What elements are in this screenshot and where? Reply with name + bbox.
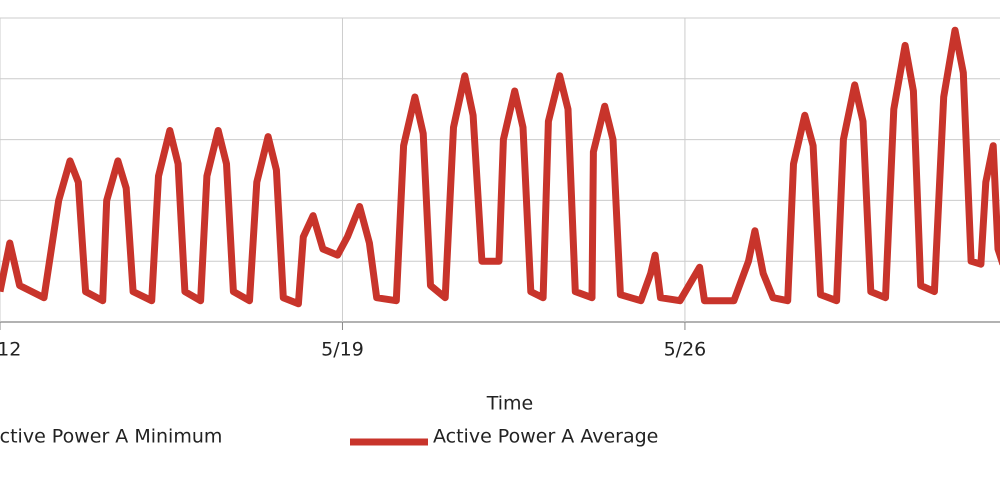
x-tick-label: 5/19: [321, 339, 364, 361]
x-axis-label: Time: [486, 393, 534, 415]
data-line: [0, 26, 1000, 308]
legend-label: Active Power A Minimum: [0, 426, 222, 448]
x-tick-label: 5/26: [664, 339, 707, 361]
legend-label: Active Power A Average: [433, 426, 658, 448]
x-tick-label: 5/12: [0, 339, 21, 361]
